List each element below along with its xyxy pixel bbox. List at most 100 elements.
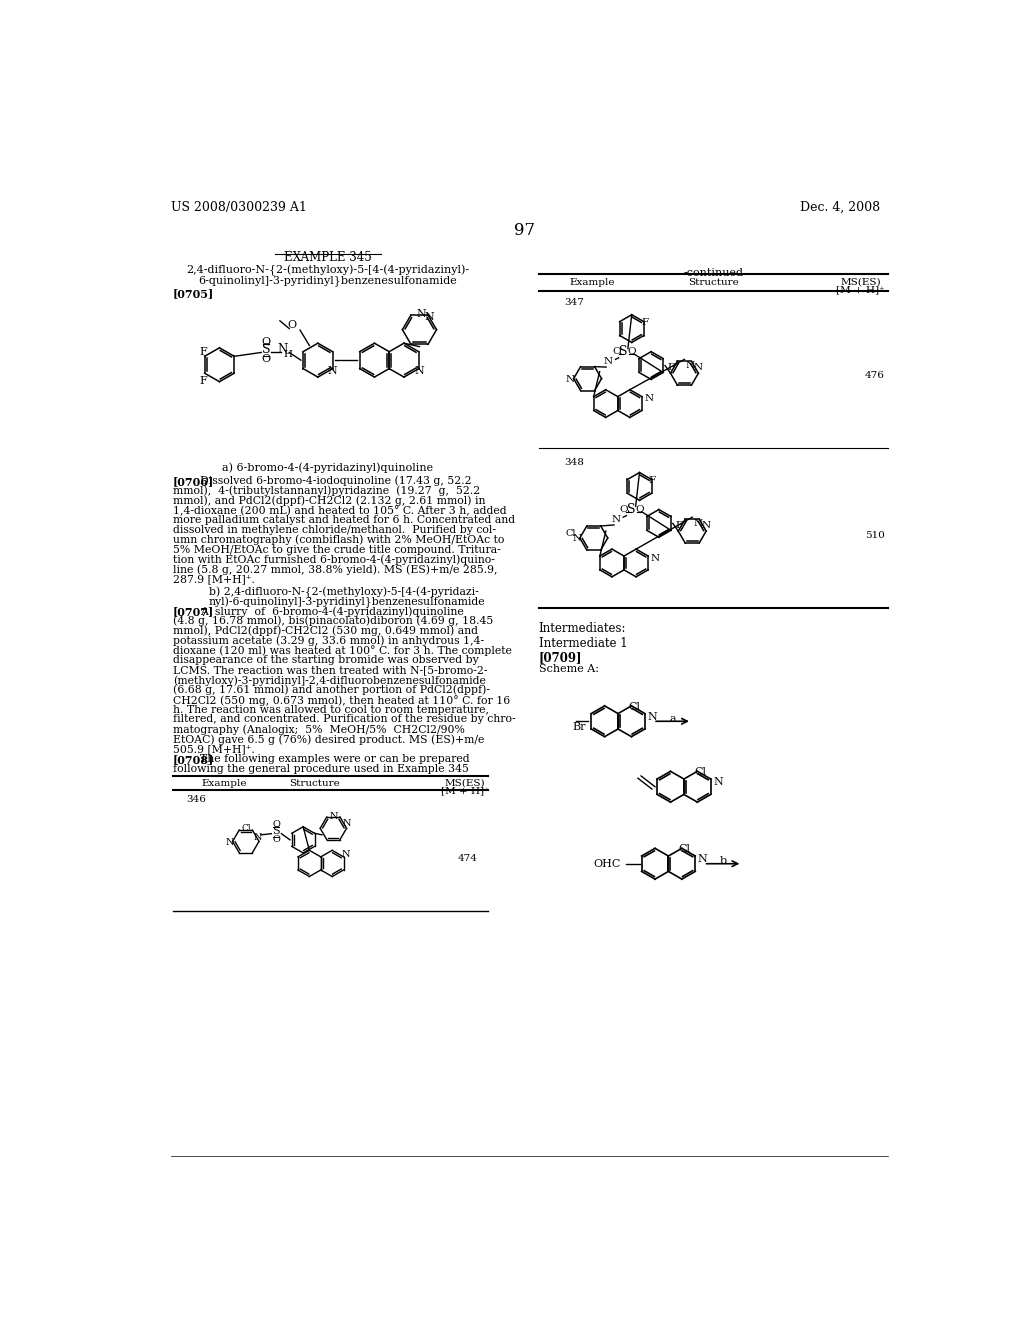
Text: N: N: [693, 519, 702, 528]
Text: O: O: [272, 820, 280, 829]
Text: 510: 510: [865, 531, 885, 540]
Text: [0706]: [0706]: [173, 475, 214, 487]
Text: Cl: Cl: [242, 825, 251, 833]
Text: umn chromatography (combiflash) with 2% MeOH/EtOAc to: umn chromatography (combiflash) with 2% …: [173, 535, 505, 545]
Text: LCMS. The reaction was then treated with N-[5-bromo-2-: LCMS. The reaction was then treated with…: [173, 665, 487, 676]
Text: mmol), PdCl2(dppf)-CH2Cl2 (530 mg, 0.649 mmol) and: mmol), PdCl2(dppf)-CH2Cl2 (530 mg, 0.649…: [173, 626, 478, 636]
Text: filtered, and concentrated. Purification of the residue by chro-: filtered, and concentrated. Purification…: [173, 714, 515, 725]
Text: O: O: [620, 506, 629, 513]
Text: Cl: Cl: [566, 529, 577, 537]
Text: mmol), and PdCl2(dppf)-CH2Cl2 (2.132 g, 2.61 mmol) in: mmol), and PdCl2(dppf)-CH2Cl2 (2.132 g, …: [173, 495, 485, 506]
Text: S: S: [618, 345, 628, 358]
Text: 5% MeOH/EtOAc to give the crude title compound. Tritura-: 5% MeOH/EtOAc to give the crude title co…: [173, 545, 501, 554]
Text: EXAMPLE 345: EXAMPLE 345: [284, 251, 372, 264]
Text: [M + H]⁺: [M + H]⁺: [440, 785, 489, 795]
Text: F: F: [668, 363, 675, 372]
Text: OHC: OHC: [593, 859, 621, 870]
Text: Dec. 4, 2008: Dec. 4, 2008: [800, 201, 880, 214]
Text: 474: 474: [458, 854, 477, 863]
Text: (4.8 g, 16.78 mmol), bis(pinacolato)diboron (4.69 g, 18.45: (4.8 g, 16.78 mmol), bis(pinacolato)dibo…: [173, 616, 494, 627]
Text: MS(ES): MS(ES): [840, 277, 881, 286]
Text: US 2008/0300239 A1: US 2008/0300239 A1: [171, 201, 306, 214]
Text: O: O: [261, 354, 270, 363]
Text: F: F: [200, 347, 207, 356]
Text: Cl: Cl: [679, 845, 691, 854]
Text: more palladium catalyst and heated for 6 h. Concentrated and: more palladium catalyst and heated for 6…: [173, 515, 515, 525]
Text: N: N: [650, 553, 659, 562]
Text: N: N: [415, 366, 424, 376]
Text: O: O: [635, 506, 644, 513]
Text: O: O: [261, 337, 270, 347]
Text: F: F: [675, 521, 682, 531]
Text: 6-quinolinyl]-3-pyridinyl}benzenesulfonamide: 6-quinolinyl]-3-pyridinyl}benzenesulfona…: [199, 276, 458, 286]
Text: N: N: [330, 812, 338, 821]
Text: 505.9 [M+H]⁺.: 505.9 [M+H]⁺.: [173, 744, 255, 754]
Text: 287.9 [M+H]⁺.: 287.9 [M+H]⁺.: [173, 574, 255, 585]
Text: 347: 347: [564, 298, 585, 306]
Text: O: O: [272, 834, 280, 843]
Text: A  slurry  of  6-bromo-4-(4-pyridazinyl)quinoline: A slurry of 6-bromo-4-(4-pyridazinyl)qui…: [200, 606, 464, 616]
Text: Br: Br: [572, 722, 586, 733]
Text: N: N: [254, 833, 262, 842]
Text: N: N: [701, 520, 711, 529]
Text: N: N: [713, 777, 723, 788]
Text: H: H: [284, 350, 293, 359]
Text: 346: 346: [186, 795, 206, 804]
Text: [0709]: [0709]: [539, 651, 583, 664]
Text: N: N: [566, 375, 575, 384]
Text: N: N: [342, 850, 350, 859]
Text: S: S: [262, 343, 270, 356]
Text: (methyloxy)-3-pyridinyl]-2,4-difluorobenzenesulfonamide: (methyloxy)-3-pyridinyl]-2,4-difluoroben…: [173, 675, 485, 685]
Text: -continued: -continued: [683, 268, 743, 277]
Text: N: N: [327, 366, 337, 376]
Text: Dissolved 6-bromo-4-iodoquinoline (17.43 g, 52.2: Dissolved 6-bromo-4-iodoquinoline (17.43…: [200, 475, 472, 486]
Text: [0705]: [0705]: [173, 288, 214, 298]
Text: N: N: [278, 343, 288, 356]
Text: disappearance of the starting bromide was observed by: disappearance of the starting bromide wa…: [173, 655, 478, 665]
Text: O: O: [288, 321, 297, 330]
Text: S: S: [272, 826, 280, 837]
Text: mmol),  4-(tributylstannanyl)pyridazine  (19.27  g,  52.2: mmol), 4-(tributylstannanyl)pyridazine (…: [173, 486, 480, 496]
Text: O: O: [628, 347, 636, 356]
Text: (6.68 g, 17.61 mmol) and another portion of PdCl2(dppf)-: (6.68 g, 17.61 mmol) and another portion…: [173, 685, 489, 696]
Text: Intermediates:: Intermediates:: [539, 622, 627, 635]
Text: EtOAC) gave 6.5 g (76%) desired product. MS (ES)+m/e: EtOAC) gave 6.5 g (76%) desired product.…: [173, 734, 484, 744]
Text: N: N: [416, 309, 426, 319]
Text: F: F: [649, 477, 656, 484]
Text: Example: Example: [202, 779, 247, 788]
Text: CH2Cl2 (550 mg, 0.673 mmol), then heated at 110° C. for 16: CH2Cl2 (550 mg, 0.673 mmol), then heated…: [173, 694, 510, 706]
Text: N: N: [604, 358, 613, 366]
Text: following the general procedure used in Example 345: following the general procedure used in …: [173, 764, 469, 774]
Text: 2,4-difluoro-N-{2-(methyloxy)-5-[4-(4-pyridazinyl)-: 2,4-difluoro-N-{2-(methyloxy)-5-[4-(4-py…: [186, 264, 470, 276]
Text: N: N: [611, 515, 621, 524]
Text: tion with EtOAc furnished 6-bromo-4-(4-pyridazinyl)quino-: tion with EtOAc furnished 6-bromo-4-(4-p…: [173, 554, 495, 565]
Text: S: S: [627, 503, 635, 516]
Text: Scheme A:: Scheme A:: [539, 664, 599, 673]
Text: a: a: [670, 714, 676, 723]
Text: line (5.8 g, 20.27 mmol, 38.8% yield). MS (ES)+m/e 285.9,: line (5.8 g, 20.27 mmol, 38.8% yield). M…: [173, 565, 498, 576]
Text: MS(ES): MS(ES): [444, 779, 485, 788]
Text: 476: 476: [865, 371, 885, 380]
Text: N: N: [425, 312, 434, 322]
Text: Cl: Cl: [694, 767, 707, 777]
Text: N: N: [686, 360, 695, 370]
Text: a) 6-bromo-4-(4-pyridazinyl)quinoline: a) 6-bromo-4-(4-pyridazinyl)quinoline: [222, 462, 433, 473]
Text: N: N: [697, 854, 708, 865]
Text: Structure: Structure: [688, 277, 738, 286]
Text: dioxane (120 ml) was heated at 100° C. for 3 h. The complete: dioxane (120 ml) was heated at 100° C. f…: [173, 645, 512, 656]
Text: Cl: Cl: [629, 702, 640, 711]
Text: Structure: Structure: [289, 779, 339, 788]
Text: b: b: [719, 857, 726, 866]
Text: 1,4-dioxane (200 mL) and heated to 105° C. After 3 h, added: 1,4-dioxane (200 mL) and heated to 105° …: [173, 506, 507, 516]
Text: matography (Analogix;  5%  MeOH/5%  CH2Cl2/90%: matography (Analogix; 5% MeOH/5% CH2Cl2/…: [173, 725, 465, 735]
Text: N: N: [225, 838, 233, 846]
Text: The following examples were or can be prepared: The following examples were or can be pr…: [200, 754, 470, 764]
Text: N: N: [647, 711, 657, 722]
Text: N: N: [343, 818, 351, 828]
Text: O: O: [612, 347, 622, 356]
Text: Intermediate 1: Intermediate 1: [539, 638, 628, 651]
Text: N: N: [572, 535, 582, 544]
Text: [0707]: [0707]: [173, 606, 214, 616]
Text: Example: Example: [569, 277, 615, 286]
Text: N: N: [693, 363, 702, 372]
